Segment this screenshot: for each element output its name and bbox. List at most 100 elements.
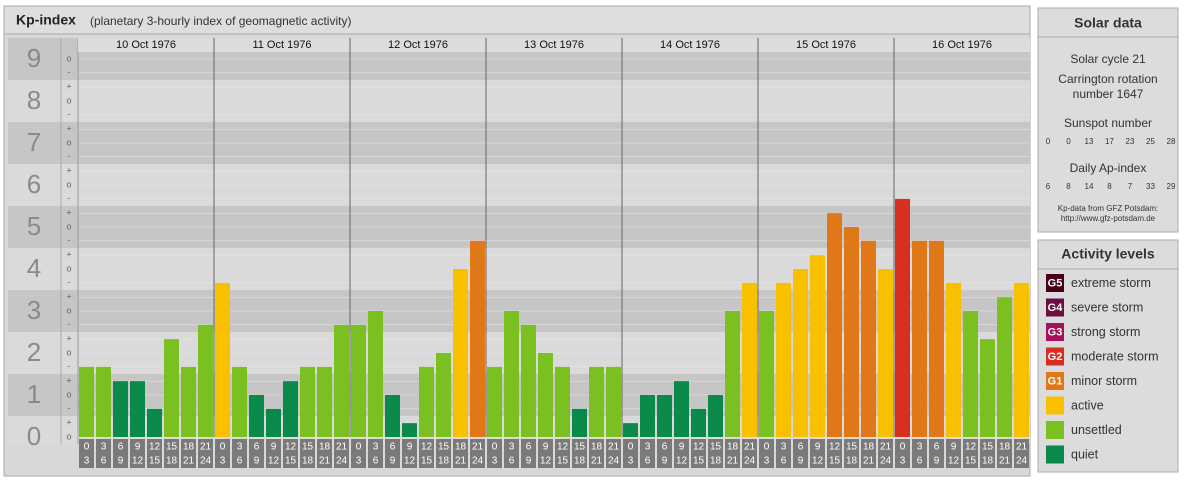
sunspot-value: 28 xyxy=(1167,137,1176,146)
hour-start: 0 xyxy=(764,442,770,453)
minor-tick-label: o xyxy=(66,305,71,315)
bar xyxy=(232,366,247,437)
day-label: 14 Oct 1976 xyxy=(660,39,720,51)
bar xyxy=(640,395,655,437)
bar xyxy=(997,297,1012,437)
hour-box xyxy=(232,439,247,468)
hour-end: 21 xyxy=(455,456,467,467)
sunspot-title: Sunspot number xyxy=(1064,116,1152,130)
day-label: 12 Oct 1976 xyxy=(388,39,448,51)
hour-end: 9 xyxy=(934,456,940,467)
bar xyxy=(453,269,468,437)
legend-title: Activity levels xyxy=(1061,246,1155,262)
hour-start: 3 xyxy=(645,442,651,453)
bar xyxy=(589,366,604,437)
hour-end: 18 xyxy=(982,456,994,467)
hour-start: 15 xyxy=(710,442,722,453)
hour-end: 24 xyxy=(744,456,756,467)
hour-start: 15 xyxy=(302,442,314,453)
hour-box xyxy=(385,439,400,468)
y-tick-label: 1 xyxy=(27,379,41,409)
legend-label: quiet xyxy=(1071,447,1099,461)
bar xyxy=(198,324,213,437)
hour-start: 12 xyxy=(285,442,297,453)
bar xyxy=(419,366,434,437)
hour-end: 24 xyxy=(472,456,484,467)
hour-box xyxy=(147,439,162,468)
hour-start: 0 xyxy=(628,442,634,453)
hour-end: 9 xyxy=(254,456,260,467)
minor-tick-label: o xyxy=(66,263,71,273)
hour-start: 21 xyxy=(472,442,484,453)
bar xyxy=(249,395,264,437)
minor-tick-label: - xyxy=(68,403,71,413)
hour-box xyxy=(572,439,587,468)
hour-box xyxy=(368,439,383,468)
hour-end: 15 xyxy=(965,456,977,467)
bar xyxy=(946,282,961,437)
hour-box xyxy=(113,439,128,468)
hour-end: 3 xyxy=(628,456,634,467)
ap-value: 8 xyxy=(1107,182,1112,191)
minor-tick-label: + xyxy=(66,250,71,260)
hour-box xyxy=(249,439,264,468)
hour-box xyxy=(725,439,740,468)
y-tick-label: 3 xyxy=(27,295,41,325)
bar xyxy=(317,366,332,437)
chart-subtitle: (planetary 3-hourly index of geomagnetic… xyxy=(90,14,351,28)
hour-start: 18 xyxy=(319,442,331,453)
hour-start: 6 xyxy=(390,442,396,453)
hour-box xyxy=(827,439,842,468)
hour-box xyxy=(997,439,1012,468)
bar xyxy=(827,213,842,437)
hour-start: 9 xyxy=(407,442,413,453)
day-header xyxy=(894,38,1030,52)
hour-start: 18 xyxy=(455,442,467,453)
day-header xyxy=(350,38,486,52)
hour-start: 12 xyxy=(149,442,161,453)
hour-end: 6 xyxy=(509,456,515,467)
hour-box xyxy=(912,439,927,468)
legend-swatch xyxy=(1046,372,1064,390)
hour-start: 15 xyxy=(574,442,586,453)
legend-label: extreme storm xyxy=(1071,276,1151,290)
minor-tick-label: - xyxy=(68,319,71,329)
hour-box xyxy=(606,439,621,468)
hour-end: 12 xyxy=(540,456,552,467)
legend-swatch xyxy=(1046,298,1064,317)
hour-end: 9 xyxy=(662,456,668,467)
hour-end: 21 xyxy=(591,456,603,467)
day-header xyxy=(758,38,894,52)
minor-tick-label: + xyxy=(66,82,71,92)
hour-box xyxy=(317,439,332,468)
legend-code: G2 xyxy=(1048,351,1063,363)
hour-box xyxy=(895,439,910,468)
bar xyxy=(266,408,281,437)
hour-start: 9 xyxy=(815,442,821,453)
hour-end: 6 xyxy=(237,456,243,467)
day-header xyxy=(78,38,214,52)
carrington: Carrington rotation number 1647 xyxy=(1058,72,1158,101)
legend-swatch xyxy=(1046,347,1064,366)
minor-tick-label: + xyxy=(66,376,71,386)
minor-tick-label: o xyxy=(66,179,71,189)
hour-box xyxy=(334,439,349,468)
bar xyxy=(657,395,672,437)
legend-code: G5 xyxy=(1048,277,1063,289)
bar xyxy=(487,366,502,437)
hour-start: 0 xyxy=(492,442,498,453)
hour-start: 0 xyxy=(356,442,362,453)
bar xyxy=(504,311,519,437)
hour-end: 3 xyxy=(84,456,90,467)
hour-end: 12 xyxy=(132,456,144,467)
day-label: 11 Oct 1976 xyxy=(252,39,311,51)
bar xyxy=(776,282,791,437)
legend-swatch xyxy=(1046,445,1064,464)
minor-tick-label: + xyxy=(66,292,71,302)
hour-box xyxy=(691,439,706,468)
legend-label: unsettled xyxy=(1071,423,1122,437)
day-label: 15 Oct 1976 xyxy=(796,39,856,51)
hour-start: 15 xyxy=(438,442,450,453)
hour-start: 6 xyxy=(798,442,804,453)
